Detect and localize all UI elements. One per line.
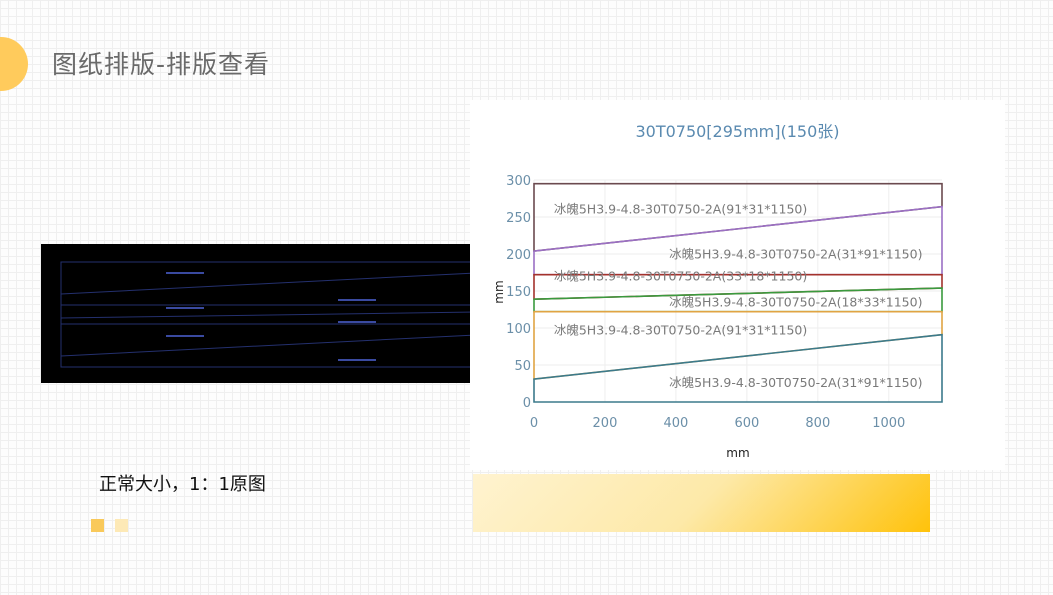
x-tick-label: 0 xyxy=(530,416,538,431)
preview-caption: 正常大小，1：1原图 xyxy=(99,474,266,495)
x-tick-label: 800 xyxy=(805,416,830,431)
preview-piece-label xyxy=(166,272,204,274)
preview-piece-label xyxy=(338,359,376,361)
preview-piece-label xyxy=(338,299,376,301)
preview-piece-label xyxy=(338,321,376,323)
y-tick-label: 250 xyxy=(506,211,531,226)
x-axis-label: mm xyxy=(726,446,749,460)
preview-cut-line xyxy=(60,334,477,357)
x-tick-label: 200 xyxy=(593,416,618,431)
y-tick-label: 200 xyxy=(506,248,531,263)
chart-svg: 0 50 100 150 200 250 300 0 200 400 600 800 1000 mm mm 冰… xyxy=(492,174,943,460)
piece-polygon xyxy=(533,333,943,403)
preview-piece-label xyxy=(166,335,204,337)
piece-label: 冰魄5H3.9-4.8-30T0750-2A(18*33*1150) xyxy=(669,295,922,310)
x-tick-label: 1000 xyxy=(872,416,905,431)
preview-drawing xyxy=(60,261,477,368)
layout-preview-image xyxy=(41,244,483,383)
gradient-banner xyxy=(473,474,930,532)
piece-label: 冰魄5H3.9-4.8-30T0750-2A(31*91*1150) xyxy=(669,246,922,261)
x-tick-label: 400 xyxy=(663,416,688,431)
y-axis-label: mm xyxy=(492,280,506,303)
preview-piece-label xyxy=(166,307,204,309)
piece-label: 冰魄5H3.9-4.8-30T0750-2A(91*31*1150) xyxy=(554,323,807,338)
y-tick-label: 100 xyxy=(506,322,531,337)
piece-label: 冰魄5H3.9-4.8-30T0750-2A(91*31*1150) xyxy=(554,201,807,216)
chart-title: 30T0750[295mm](150张) xyxy=(635,122,840,141)
piece-label: 冰魄5H3.9-4.8-30T0750-2A(33*18*1150) xyxy=(554,269,807,284)
decoration-square xyxy=(91,519,104,532)
decoration-square xyxy=(115,519,128,532)
header-decoration-circle xyxy=(0,37,28,91)
piece-label: 冰魄5H3.9-4.8-30T0750-2A(31*91*1150) xyxy=(669,375,922,390)
y-tick-label: 50 xyxy=(514,359,531,374)
y-tick-label: 150 xyxy=(506,285,531,300)
preview-cut-line xyxy=(60,311,477,319)
x-tick-label: 600 xyxy=(734,416,759,431)
y-tick-label: 300 xyxy=(506,174,531,189)
y-tick-label: 0 xyxy=(523,396,531,411)
chart-panel: 0 50 100 150 200 250 300 0 200 400 600 800 1000 mm mm 冰… xyxy=(470,100,1005,470)
page-title: 图纸排版-排版查看 xyxy=(52,50,271,79)
preview-cut-line xyxy=(60,272,477,295)
